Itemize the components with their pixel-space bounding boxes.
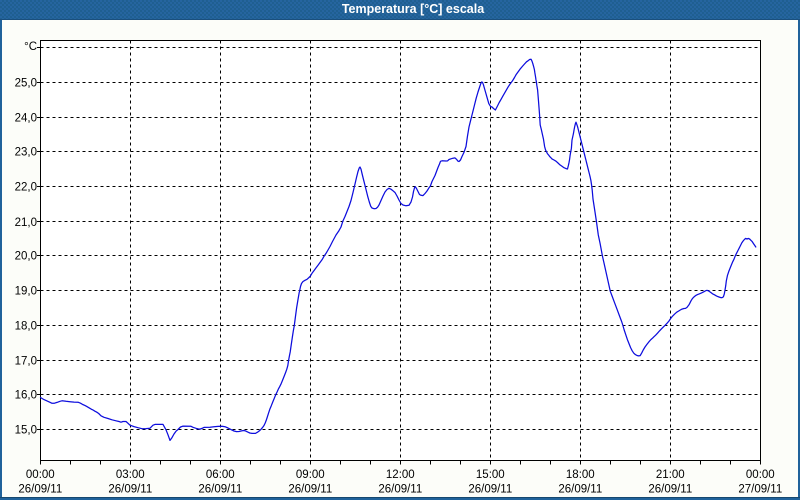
svg-text:22,0: 22,0	[15, 182, 37, 194]
svg-text:26/09/11: 26/09/11	[288, 484, 332, 496]
svg-text:00:00: 00:00	[26, 469, 55, 481]
svg-text:26/09/11: 26/09/11	[18, 484, 62, 496]
svg-text:15,0: 15,0	[15, 425, 37, 437]
svg-text:26/09/11: 26/09/11	[468, 484, 512, 496]
svg-text:19,0: 19,0	[15, 286, 37, 298]
svg-text:12:00: 12:00	[386, 469, 415, 481]
svg-text:17,0: 17,0	[15, 356, 37, 368]
svg-text:20,0: 20,0	[15, 251, 37, 263]
svg-text:18:00: 18:00	[566, 469, 595, 481]
svg-text:18,0: 18,0	[15, 321, 37, 333]
svg-text:26/09/11: 26/09/11	[648, 484, 692, 496]
svg-text:21:00: 21:00	[656, 469, 685, 481]
svg-text:23,0: 23,0	[15, 147, 37, 159]
svg-text:°C: °C	[24, 41, 37, 53]
svg-text:16,0: 16,0	[15, 390, 37, 402]
svg-text:03:00: 03:00	[116, 469, 145, 481]
svg-text:24,0: 24,0	[15, 113, 37, 125]
svg-text:00:00: 00:00	[746, 469, 775, 481]
svg-text:27/09/11: 27/09/11	[738, 484, 782, 496]
svg-text:26/09/11: 26/09/11	[198, 484, 242, 496]
svg-text:26/09/11: 26/09/11	[558, 484, 602, 496]
svg-text:26/09/11: 26/09/11	[108, 484, 152, 496]
svg-text:09:00: 09:00	[296, 469, 325, 481]
svg-text:06:00: 06:00	[206, 469, 235, 481]
svg-text:21,0: 21,0	[15, 217, 37, 229]
svg-text:25,0: 25,0	[15, 78, 37, 90]
svg-text:26/09/11: 26/09/11	[378, 484, 422, 496]
svg-text:15:00: 15:00	[476, 469, 505, 481]
